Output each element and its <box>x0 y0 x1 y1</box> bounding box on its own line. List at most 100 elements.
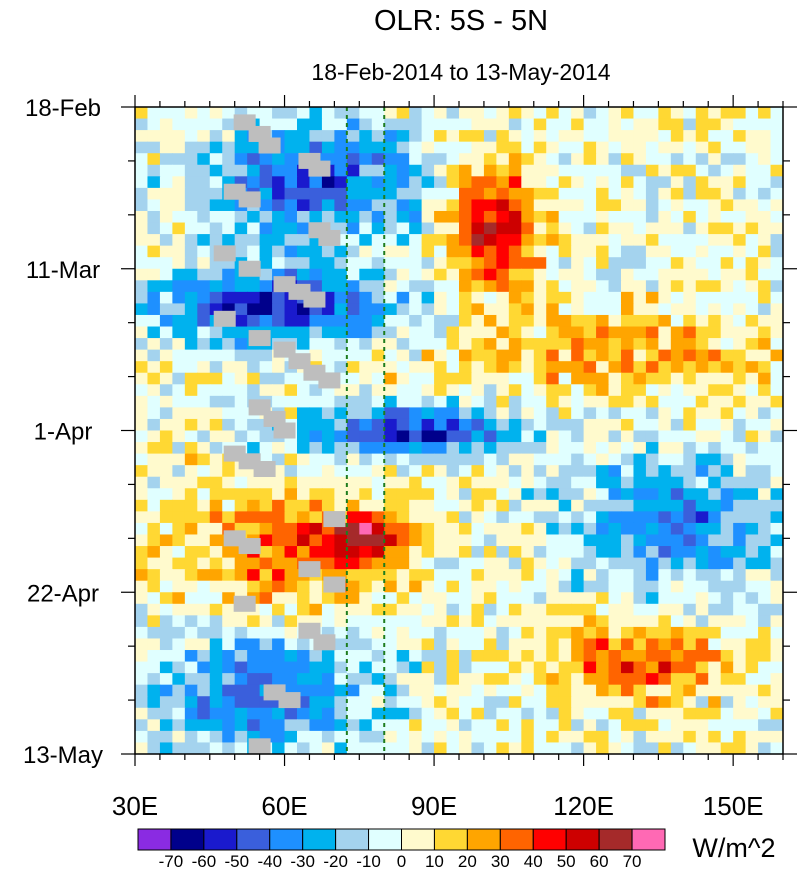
heat-cell <box>147 153 161 166</box>
heat-cell <box>496 234 510 247</box>
heat-cell <box>346 580 360 593</box>
heat-cell <box>608 349 622 362</box>
heat-cell <box>496 210 510 224</box>
heat-cell <box>359 499 373 512</box>
heat-cell <box>247 442 261 455</box>
heat-cell <box>309 257 323 270</box>
heat-cell <box>159 268 173 281</box>
heat-cell <box>471 569 485 582</box>
heat-cell <box>359 107 373 120</box>
heat-cell <box>209 326 223 339</box>
heat-cell <box>384 465 398 478</box>
heat-cell <box>471 407 485 420</box>
heat-cell <box>558 499 572 512</box>
heat-cell <box>496 546 510 559</box>
heat-cell <box>720 696 734 709</box>
heat-cell <box>446 557 460 570</box>
heat-cell <box>197 130 211 143</box>
heat-cell <box>459 615 473 628</box>
heat-cell <box>421 153 435 166</box>
heat-cell <box>384 384 398 397</box>
heat-cell <box>770 603 783 616</box>
heat-cell <box>496 557 510 570</box>
heat-cell <box>197 534 211 547</box>
heat-cell <box>521 361 535 374</box>
heat-cell <box>247 430 261 443</box>
heat-cell <box>733 372 747 385</box>
heat-cell <box>608 407 622 420</box>
heat-cell <box>608 326 622 339</box>
heat-cell <box>272 534 286 547</box>
heat-cell <box>770 118 783 131</box>
heat-cell <box>234 245 248 258</box>
heat-cell <box>558 245 572 258</box>
heat-cell <box>546 650 560 663</box>
heat-cell <box>209 118 223 131</box>
heat-cell <box>396 650 410 663</box>
heat-cell <box>483 361 497 374</box>
heat-cell <box>346 395 360 408</box>
heat-cell <box>745 476 759 489</box>
heat-cell <box>434 361 448 374</box>
heat-cell <box>272 164 286 177</box>
heat-cell <box>596 661 610 674</box>
heat-cell <box>745 499 759 512</box>
heat-cell <box>159 534 173 547</box>
heat-cell <box>184 338 198 351</box>
heat-cell <box>633 349 647 362</box>
missing-cell <box>213 310 236 327</box>
heat-cell <box>608 176 622 189</box>
heat-cell <box>346 153 360 166</box>
heat-cell <box>222 338 236 351</box>
heat-cell <box>633 176 647 189</box>
heat-cell <box>745 603 759 616</box>
heat-cell <box>247 511 261 524</box>
heat-cell <box>209 199 223 212</box>
heat-cell <box>708 488 722 501</box>
heat-cell <box>621 696 635 709</box>
heat-cell <box>135 730 149 744</box>
heat-cell <box>409 707 423 720</box>
heat-cell <box>683 164 697 177</box>
heat-cell <box>359 130 373 143</box>
heat-cell <box>446 638 460 651</box>
heat-cell <box>222 268 236 281</box>
heat-cell <box>384 534 398 547</box>
heat-cell <box>334 442 348 455</box>
heat-cell <box>446 742 460 754</box>
heat-cell <box>471 187 485 201</box>
heat-cell <box>135 580 149 593</box>
heat-cell <box>297 546 311 559</box>
heat-cell <box>409 476 423 489</box>
heat-cell <box>321 684 335 697</box>
heat-cell <box>471 199 485 212</box>
heat-cell <box>758 187 772 201</box>
heat-cell <box>533 257 547 270</box>
heat-cell <box>596 465 610 478</box>
heat-cell <box>546 314 560 328</box>
heat-cell <box>720 268 734 281</box>
heat-cell <box>758 314 772 328</box>
heat-cell <box>272 257 286 270</box>
heat-cell <box>633 338 647 351</box>
heat-cell <box>695 569 709 582</box>
heat-cell <box>496 511 510 524</box>
heat-cell <box>421 361 435 374</box>
heat-cell <box>596 153 610 166</box>
missing-cell <box>213 245 236 262</box>
heat-cell <box>483 673 497 686</box>
heat-cell <box>371 372 385 385</box>
heat-cell <box>222 291 236 305</box>
heat-cell <box>446 199 460 212</box>
heat-cell <box>708 592 722 605</box>
heat-cell <box>334 557 348 570</box>
heat-cell <box>396 199 410 212</box>
heat-cell <box>658 222 672 235</box>
heat-cell <box>621 557 635 570</box>
heat-cell <box>384 453 398 466</box>
heat-cell <box>483 210 497 224</box>
heat-cell <box>135 546 149 559</box>
heat-cell <box>508 245 522 258</box>
heat-cell <box>359 326 373 339</box>
